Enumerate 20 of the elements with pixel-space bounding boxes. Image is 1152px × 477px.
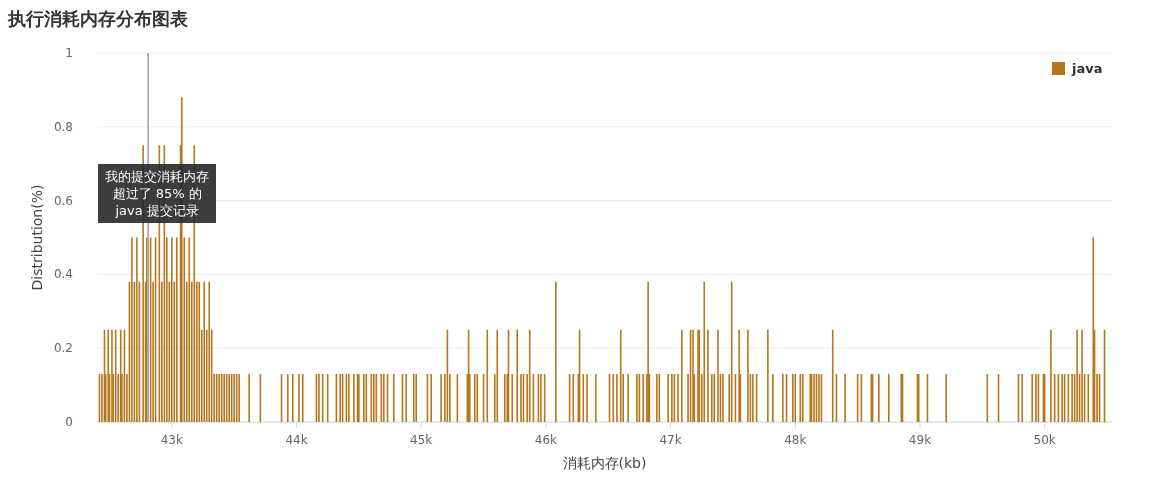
ref-line-label: 我的提交消耗内存超过了 85% 的 java 提交记录 xyxy=(98,163,217,223)
y-tick-label: 1 xyxy=(65,46,73,60)
x-tick-label: 46k xyxy=(534,433,558,447)
x-tick-label: 50k xyxy=(1033,433,1056,447)
x-axis-title: 消耗内存(kb) xyxy=(562,455,647,471)
x-tick-label: 44k xyxy=(285,433,308,447)
x-tick-label: 45k xyxy=(410,433,433,447)
legend: java xyxy=(1052,61,1103,76)
y-tick-label: 0 xyxy=(65,415,73,429)
y-tick-label: 0.8 xyxy=(53,119,73,134)
chart-title: 执行消耗内存分布图表 xyxy=(7,8,188,29)
y-tick-label: 0.2 xyxy=(53,341,73,356)
x-tick-label: 47k xyxy=(659,433,682,447)
x-tick-label: 49k xyxy=(908,433,932,447)
y-axis-title: Distribution(%) xyxy=(29,184,45,291)
legend-label: java xyxy=(1071,61,1103,76)
y-tick-label: 0.4 xyxy=(53,267,73,282)
x-tick-label: 43k xyxy=(160,433,183,447)
y-tick-label: 0.6 xyxy=(53,193,73,208)
x-tick-label: 48k xyxy=(784,433,807,447)
